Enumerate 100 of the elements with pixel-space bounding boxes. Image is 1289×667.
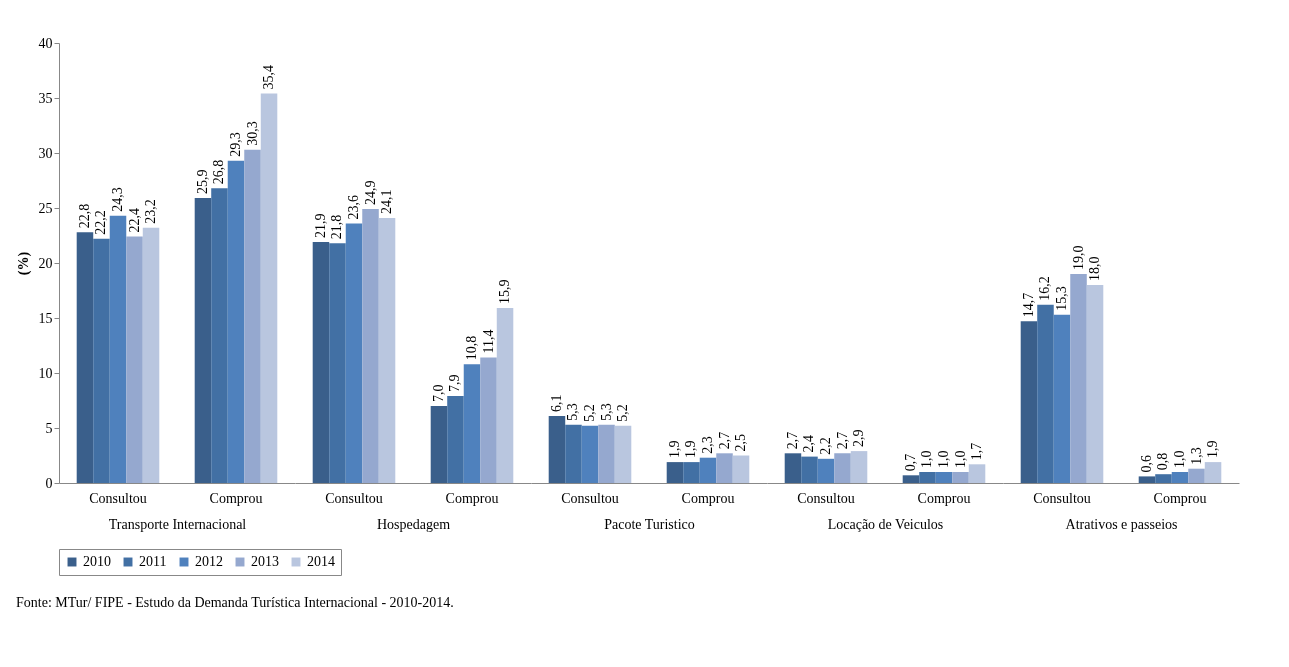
x-tick-label: Consultou — [561, 490, 619, 506]
data-label: 15,3 — [1054, 286, 1069, 311]
bar — [935, 472, 953, 483]
source-note: Fonte: MTur/ FIPE - Estudo da Demanda Turística Internacional - 2010-2014. — [16, 594, 454, 610]
bar — [598, 424, 615, 483]
data-label: 2,7 — [784, 431, 800, 450]
data-label: 7,9 — [447, 374, 463, 393]
data-label: 6,1 — [548, 394, 564, 412]
bar — [312, 242, 330, 483]
data-label: 2,4 — [801, 435, 817, 453]
bar — [817, 458, 835, 483]
y-tick-label: 40 — [38, 35, 53, 51]
data-label: 1,0 — [919, 450, 935, 468]
data-label: 19,0 — [1070, 245, 1086, 270]
bar — [194, 198, 212, 483]
x-tick-label: Comprou — [209, 490, 263, 506]
bar — [919, 472, 936, 483]
y-axis-title: (%) — [15, 251, 32, 276]
data-label: 5,2 — [582, 404, 597, 422]
x-axis-title: Atrativos e passeios — [1065, 516, 1178, 532]
data-label: 1,0 — [1172, 450, 1187, 468]
data-label: 14,7 — [1020, 292, 1036, 318]
bar — [850, 451, 868, 483]
bar — [1171, 472, 1189, 483]
bar — [1086, 285, 1104, 483]
data-label: 24,1 — [379, 189, 395, 214]
x-tick-label: Consultou — [1033, 490, 1091, 506]
bar — [801, 456, 818, 483]
y-tick-label: 35 — [38, 90, 53, 106]
bar — [496, 308, 514, 483]
bar — [244, 149, 261, 483]
y-tick-label: 0 — [45, 475, 53, 491]
bar — [142, 227, 160, 483]
data-label: 5,3 — [565, 403, 581, 421]
bar — [716, 453, 733, 483]
x-tick-label: Comprou — [1153, 490, 1207, 506]
data-label: 2,9 — [851, 429, 867, 448]
bar — [834, 453, 851, 483]
bar — [683, 462, 700, 483]
x-tick-label: Consultou — [89, 490, 147, 506]
bar — [1070, 274, 1087, 483]
data-label: 26,8 — [211, 159, 227, 185]
data-label: 2,3 — [700, 436, 715, 454]
bar — [1138, 476, 1156, 483]
data-label: 1,0 — [936, 450, 951, 468]
bar — [345, 223, 363, 483]
bar — [699, 457, 717, 483]
legend-label: 2012 — [195, 554, 223, 569]
data-label: 0,8 — [1155, 452, 1171, 471]
legend-label: 2013 — [251, 554, 279, 569]
data-label: 1,7 — [969, 442, 985, 461]
x-tick-label: Comprou — [917, 490, 971, 506]
data-label: 23,6 — [346, 194, 361, 220]
data-label: 5,2 — [615, 404, 631, 422]
data-label: 2,2 — [818, 437, 833, 455]
data-label: 21,8 — [329, 214, 345, 240]
bar — [1155, 474, 1172, 483]
bar — [548, 415, 566, 483]
data-label: 1,9 — [683, 440, 699, 459]
bar — [109, 215, 127, 483]
y-tick-label: 5 — [45, 420, 53, 436]
x-tick-label: Consultou — [797, 490, 855, 506]
bar — [968, 464, 986, 483]
data-label: 11,4 — [480, 329, 496, 354]
bar — [952, 472, 969, 483]
y-tick-label: 10 — [38, 365, 53, 381]
x-axis-title: Hospedagem — [376, 516, 451, 532]
bar — [211, 188, 228, 483]
bar — [784, 453, 802, 483]
data-label: 1,3 — [1188, 447, 1204, 465]
bar — [378, 217, 396, 483]
legend-label: 2014 — [307, 554, 335, 569]
x-axis-title: Pacote Turistico — [604, 516, 695, 532]
data-label: 22,8 — [76, 203, 92, 229]
data-label: 5,3 — [598, 403, 614, 421]
data-label: 23,2 — [143, 199, 159, 224]
bar — [260, 93, 278, 483]
data-label: 1,9 — [666, 440, 682, 459]
bar — [732, 455, 750, 483]
data-label: 15,9 — [497, 279, 513, 305]
x-tick-label: Comprou — [445, 490, 499, 506]
bar — [614, 425, 632, 483]
data-label: 25,9 — [194, 169, 210, 195]
data-label: 24,9 — [362, 180, 378, 206]
bar — [362, 209, 379, 483]
x-axis-title: Locação de Veiculos — [827, 516, 944, 532]
data-label: 2,7 — [834, 431, 850, 450]
data-label: 35,4 — [261, 65, 277, 90]
data-label: 18,0 — [1087, 256, 1103, 281]
y-tick-label: 30 — [38, 145, 53, 161]
legend-label: 2011 — [139, 554, 167, 569]
bar — [329, 243, 346, 483]
bar — [480, 357, 497, 483]
data-label: 0,7 — [902, 453, 918, 472]
data-label: 0,6 — [1138, 454, 1154, 473]
bar — [565, 424, 582, 483]
bar — [463, 364, 481, 483]
data-label: 21,9 — [312, 213, 328, 239]
bar — [666, 462, 684, 483]
bar — [1188, 468, 1205, 483]
